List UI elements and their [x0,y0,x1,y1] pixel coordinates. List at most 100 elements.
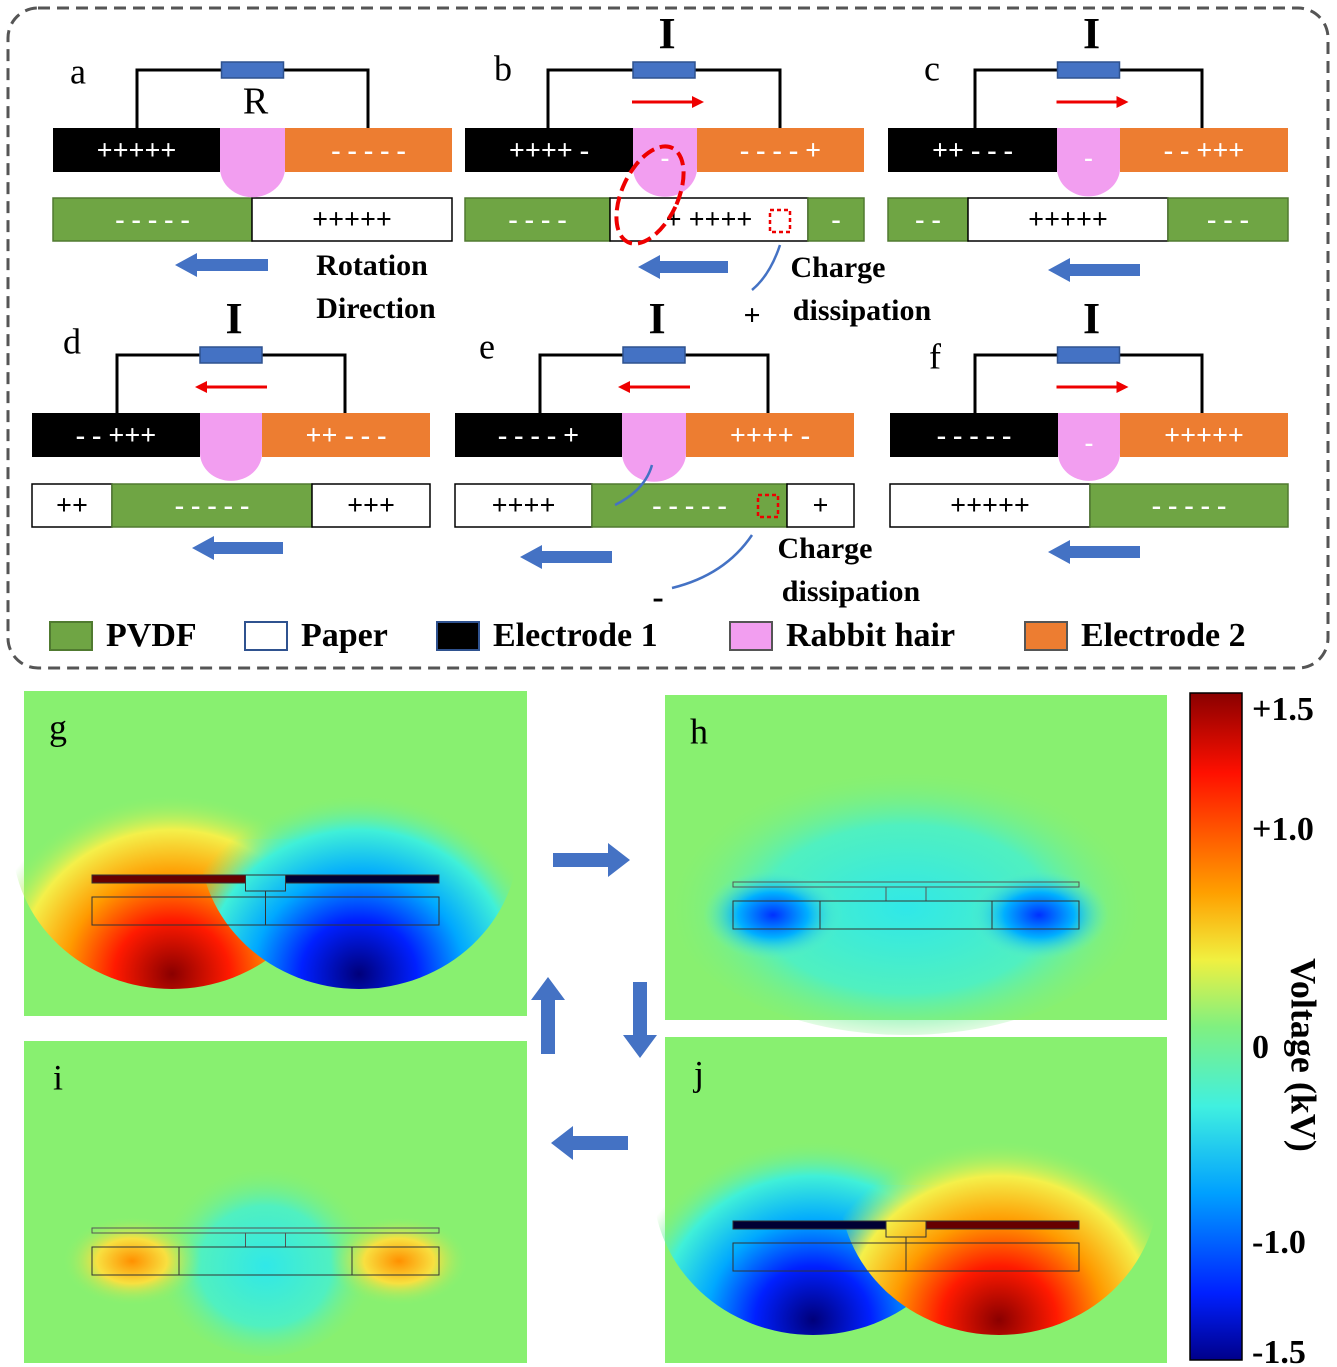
panel-letter: b [494,48,512,88]
figure: aR- - - - -++++++++++- - - - -bI- - - -+… [0,0,1337,1367]
simulation: g h i j +1.5 +1.0 0 -1.0 -1.5 Voltage (kV) [12,689,1324,1367]
strip-charge: - - [915,204,941,235]
panel: eI++++- - - - -+- - - - +++++ - [455,294,854,569]
dissipated-charge: - [652,579,663,616]
simulation-panel: j [653,1035,1167,1363]
panel: cI- -+++++- - -++ - - -- - +++- [888,9,1288,282]
cycle-arrow [531,977,565,1054]
current-label: I [1083,294,1100,343]
field-lobe [62,1216,202,1306]
panel-letter: j [692,1053,704,1093]
direction-arrow [192,536,283,560]
dissipation-arrow [752,245,780,290]
direction-arrow [1048,540,1140,564]
colorbar-tick: +1.0 [1252,811,1314,848]
field-lobe [329,1216,469,1306]
electrode-2-charge: ++ - - - [306,420,387,451]
strip-charge: - - - [1207,204,1249,235]
panel: dI++- - - - -+++- - +++++ - - - [32,294,430,560]
rabbit-hair [200,413,262,481]
current-arrow-head [692,96,704,108]
current-label: I [648,294,665,343]
strip-charge: + ++++ [666,204,753,235]
strip-charge: +++++ [1028,204,1108,235]
panel-letter: e [479,326,495,366]
panel: aR- - - - -++++++++++- - - - - [53,51,452,277]
colorbar-tick: -1.5 [1252,1334,1306,1367]
strip-charge: - - - - - [115,204,190,235]
field-lobe [199,689,519,989]
strip-charge: - [831,204,840,235]
rotation-label: Rotation [316,249,428,282]
electrode-model [733,1221,886,1229]
legend-swatch [730,622,772,650]
electrode-1-charge: +++++ [97,135,177,166]
electrode-1-charge: ++ - - - [932,135,1013,166]
direction-arrow [520,545,612,569]
electrode-2-charge: +++++ [1164,420,1244,451]
legend-swatch [1025,622,1067,650]
electrode-2-charge: - - +++ [1164,135,1245,166]
legend-label: Electrode 1 [493,617,658,654]
legend-label: PVDF [106,617,197,654]
legend-label: Electrode 2 [1081,617,1246,654]
strip-charge: +++ [347,490,395,521]
current-label: I [225,294,242,343]
mechanism: aR- - - - -++++++++++- - - - -bI- - - -+… [32,9,1288,654]
colorbar-title: Voltage (kV) [1284,958,1324,1152]
strip-charge: +++++ [950,490,1030,521]
colorbar-tick: -1.0 [1252,1224,1306,1261]
strip-charge: ++ [56,490,88,521]
resistor-label: R [243,81,269,123]
direction-arrow [175,253,268,277]
resistor [1058,347,1120,363]
field-lobe [703,870,843,960]
field-lobe [839,1035,1159,1335]
panel-letter: f [929,336,941,376]
legend-label: Paper [301,617,388,654]
panel-letter: a [70,51,86,91]
frame [8,8,1328,668]
cycle-arrow [553,843,630,877]
legend-label: Rabbit hair [786,617,955,654]
cycle-arrow [551,1126,628,1160]
strip-charge: - - - - - [175,490,250,521]
electrode-1-charge: - - - - - [937,420,1012,451]
current-arrow-head [1117,381,1129,393]
dissipation-label: Charge [778,532,873,565]
colorbar-tick: 0 [1252,1029,1269,1066]
dissipation-label: dissipation [793,294,932,327]
panel-letter: i [53,1057,63,1097]
current-arrow-head [1117,96,1129,108]
legend-swatch [245,622,287,650]
direction-arrow [638,255,728,279]
electrode-1-charge: - - +++ [76,420,157,451]
electrode-model [286,875,440,883]
electrode-1-charge: ++++ - [509,135,589,166]
dissipation-arrow [672,535,752,588]
electrode-2-charge: - - - - + [740,135,821,166]
hair-charge: - [1084,143,1093,172]
panel-letter: c [924,48,940,88]
rabbit-hair [220,128,285,197]
electrode-model [926,1221,1079,1229]
dissipation-label: dissipation [782,575,921,608]
electrode-1-charge: - - - - + [498,420,579,451]
strip-charge: - - - - [508,204,566,235]
cycle-arrow [623,982,657,1058]
simulation-panel: h [665,695,1167,1035]
current-arrow-head [195,381,207,393]
resistor [200,347,262,363]
panel: fI+++++- - - - -- - - - -+++++- [890,294,1288,564]
panel-letter: h [690,711,708,751]
legend-swatch [50,622,92,650]
resistor [623,347,685,363]
strip-charge: + [813,490,829,521]
electrode-2-charge: ++++ - [730,420,810,451]
colorbar-tick: +1.5 [1252,691,1314,728]
strip-charge: +++++ [312,204,392,235]
resistor [222,62,284,78]
simulation-panel: g [12,689,527,1016]
rotation-label: Direction [316,292,436,325]
hair-charge: - [1085,428,1094,457]
